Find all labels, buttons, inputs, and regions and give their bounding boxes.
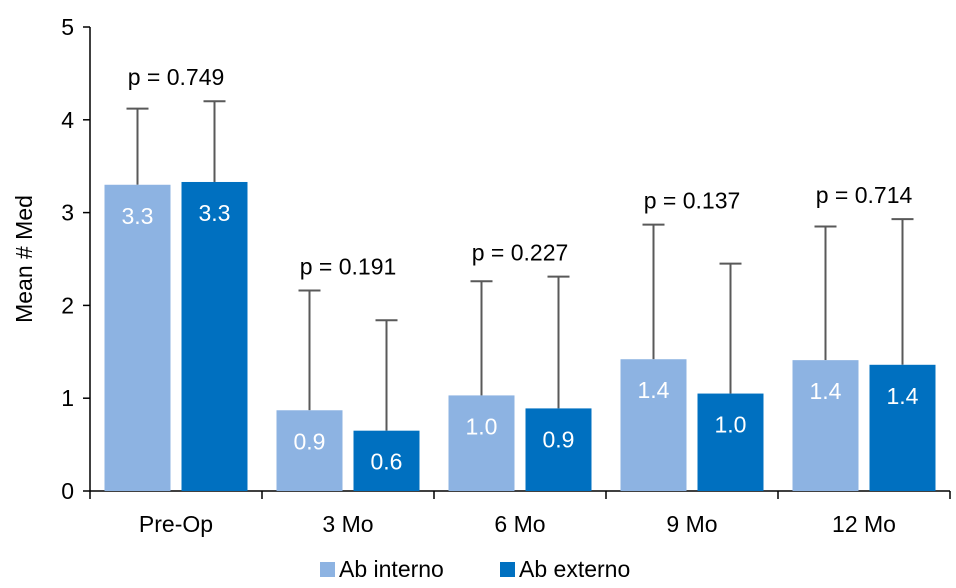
x-tick-label: 6 Mo — [494, 511, 545, 537]
legend: Ab interno Ab externo — [320, 556, 630, 582]
y-tick-label: 1 — [61, 385, 74, 411]
bar-ab-interno — [792, 360, 859, 491]
data-label: 1.4 — [638, 377, 670, 403]
data-label: 0.9 — [294, 428, 326, 454]
y-tick-label: 0 — [61, 478, 74, 504]
x-tick-label: 3 Mo — [322, 511, 373, 537]
p-value-label: p = 0.137 — [644, 188, 741, 214]
p-value-label: p = 0.227 — [472, 240, 569, 266]
legend-label: Ab interno — [339, 556, 444, 582]
data-label: 3.3 — [199, 200, 231, 226]
data-label: 1.0 — [466, 413, 498, 439]
bar-ab-externo — [697, 393, 764, 491]
bar-ab-interno — [620, 359, 687, 491]
data-label: 0.6 — [371, 449, 403, 475]
p-value-label: p = 0.714 — [816, 182, 913, 208]
bar-ab-externo — [869, 364, 936, 491]
bar-ab-externo — [181, 181, 248, 491]
x-tick-label: Pre-Op — [139, 511, 213, 537]
bar-ab-interno — [104, 184, 171, 491]
data-label: 0.9 — [543, 426, 575, 452]
data-label: 3.3 — [122, 203, 154, 229]
bar-ab-externo — [525, 408, 592, 491]
data-label: 1.4 — [810, 378, 842, 404]
plot-area: 0 1 2 3 4 5 3.3 3.3 p = 0.749 Pre-Op 0.9 0.6 p = 0.1… — [61, 14, 951, 537]
p-value-label: p = 0.749 — [128, 64, 225, 90]
data-label: 1.0 — [715, 412, 747, 438]
y-tick-label: 5 — [61, 14, 74, 40]
bar-ab-externo — [353, 430, 420, 491]
x-tick-label: 9 Mo — [666, 511, 717, 537]
p-value-label: p = 0.191 — [300, 254, 397, 280]
legend-label: Ab externo — [519, 556, 630, 582]
data-label: 1.4 — [887, 383, 919, 409]
x-tick-label: 12 Mo — [832, 511, 896, 537]
legend-swatch — [320, 562, 335, 577]
y-tick-label: 2 — [61, 292, 74, 318]
bar-ab-interno — [448, 395, 515, 491]
bar-ab-interno — [276, 410, 343, 491]
y-axis-title: Mean # Med — [11, 195, 37, 323]
y-tick-label: 3 — [61, 200, 74, 226]
legend-swatch — [500, 562, 515, 577]
y-tick-label: 4 — [61, 107, 74, 133]
